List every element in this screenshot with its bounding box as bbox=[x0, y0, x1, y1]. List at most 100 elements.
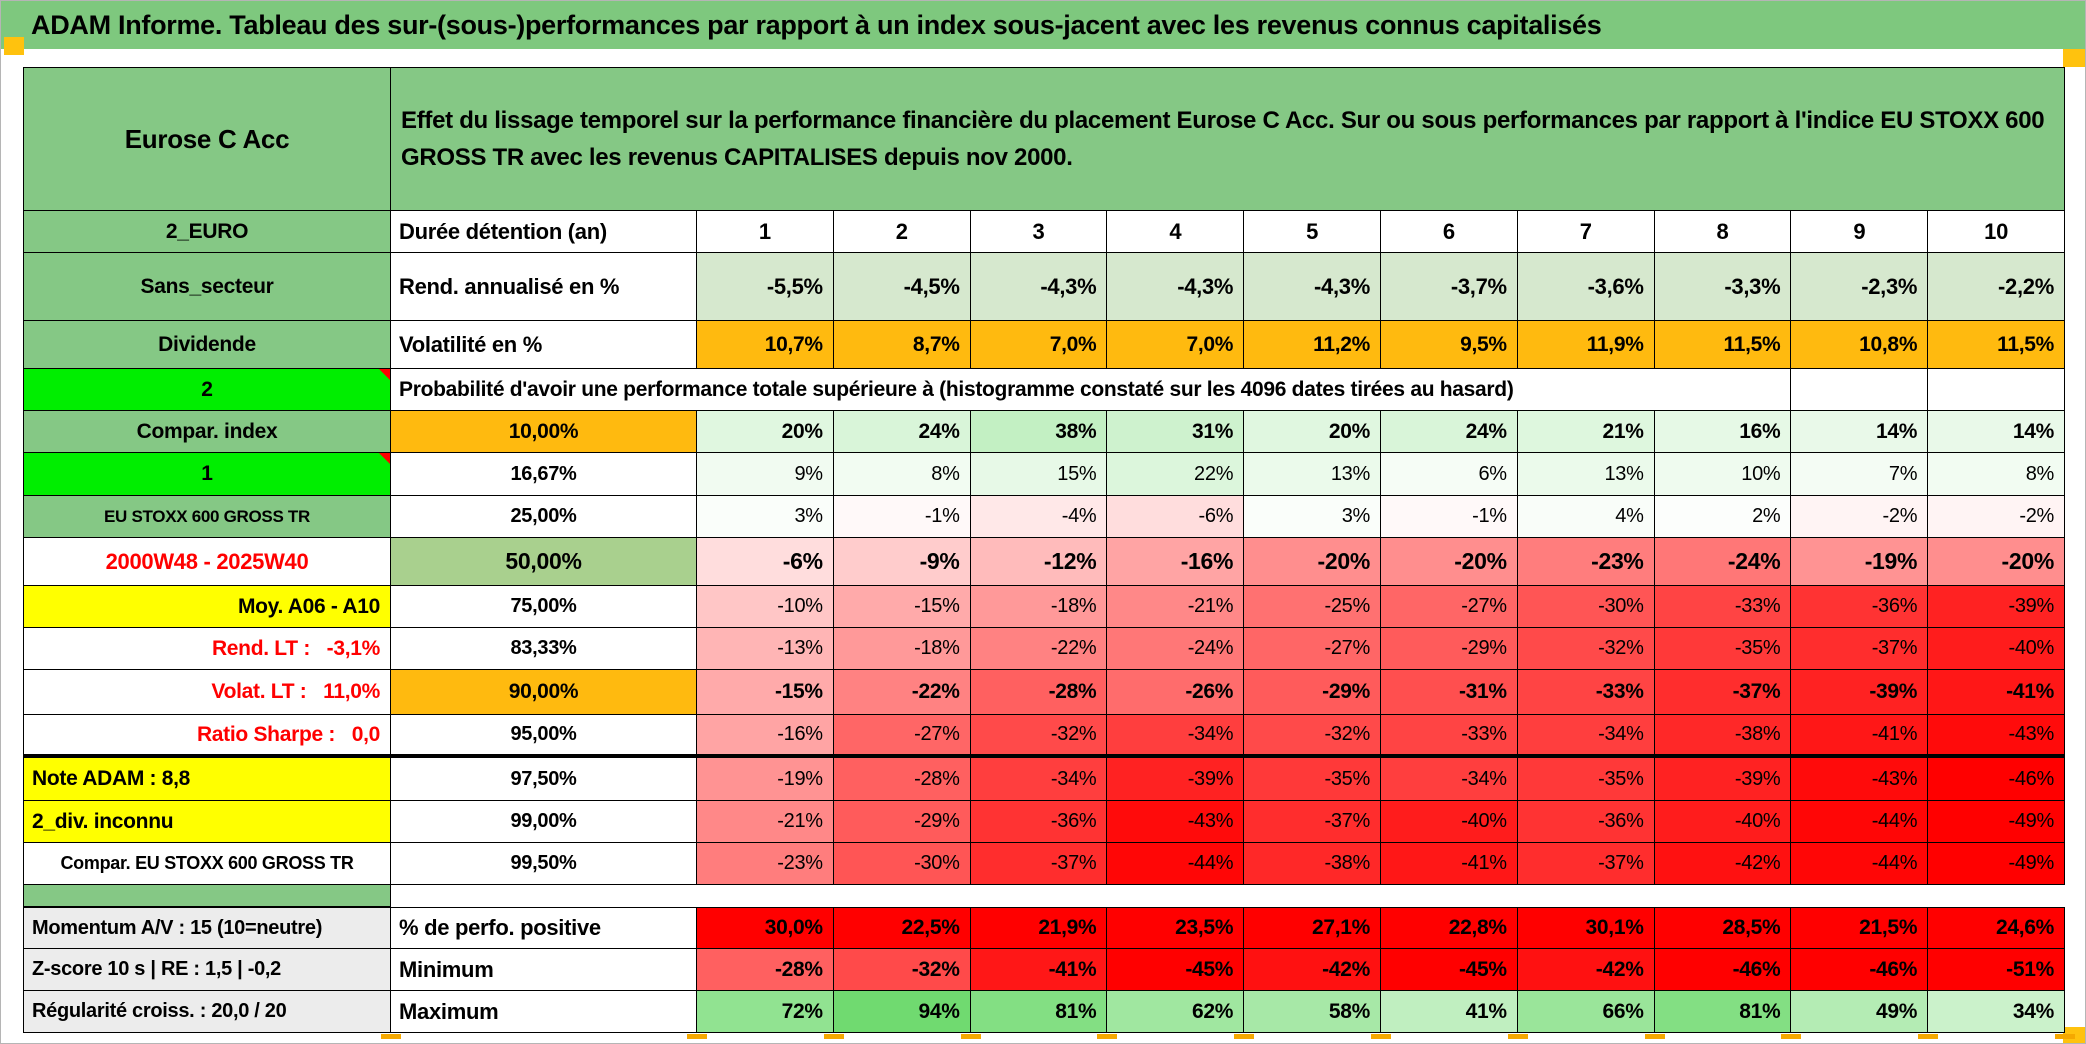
value-cell[interactable]: 22,5% bbox=[833, 907, 971, 949]
value-cell[interactable]: 22,8% bbox=[1381, 907, 1518, 949]
value-cell[interactable]: -27% bbox=[833, 715, 971, 758]
value-cell[interactable]: -4,5% bbox=[833, 253, 971, 321]
value-cell[interactable]: -28% bbox=[697, 949, 834, 991]
column-header-cell[interactable]: 9 bbox=[1791, 211, 1929, 253]
value-cell[interactable]: 9% bbox=[697, 453, 834, 496]
value-cell[interactable]: 10% bbox=[1654, 453, 1792, 496]
row-header-cell[interactable]: Durée détention (an) bbox=[391, 211, 697, 253]
value-cell[interactable]: -19% bbox=[1791, 538, 1929, 586]
row-label-cell[interactable]: Ratio Sharpe : 0,0 bbox=[23, 715, 391, 758]
value-cell[interactable]: -1% bbox=[1381, 496, 1518, 538]
value-cell[interactable]: -22% bbox=[833, 670, 971, 715]
value-cell[interactable]: -19% bbox=[697, 758, 834, 801]
value-cell[interactable]: -28% bbox=[970, 670, 1108, 715]
value-cell[interactable]: -5,5% bbox=[697, 253, 834, 321]
value-cell[interactable]: 20% bbox=[697, 411, 834, 453]
row-label-cell[interactable]: Dividende bbox=[23, 321, 391, 369]
column-header-cell[interactable]: 4 bbox=[1107, 211, 1245, 253]
row-label-cell[interactable]: Z-score 10 s | RE : 1,5 | -0,2 bbox=[23, 949, 391, 991]
value-cell[interactable]: -23% bbox=[1517, 538, 1655, 586]
value-cell[interactable]: -45% bbox=[1107, 949, 1245, 991]
value-cell[interactable]: -15% bbox=[833, 586, 971, 628]
row-label-cell[interactable]: Sans_secteur bbox=[23, 253, 391, 321]
value-cell[interactable]: -37% bbox=[1517, 843, 1655, 885]
value-cell[interactable]: -49% bbox=[1928, 801, 2065, 843]
value-cell[interactable]: -45% bbox=[1381, 949, 1518, 991]
value-cell[interactable]: -33% bbox=[1654, 586, 1792, 628]
value-cell[interactable]: -15% bbox=[697, 670, 834, 715]
row-header-cell[interactable]: Rend. annualisé en % bbox=[391, 253, 697, 321]
value-cell[interactable]: 24% bbox=[1381, 411, 1518, 453]
value-cell[interactable]: -29% bbox=[1381, 628, 1518, 670]
value-cell[interactable]: 3% bbox=[697, 496, 834, 538]
value-cell[interactable]: -20% bbox=[1928, 538, 2065, 586]
separator-cell[interactable] bbox=[23, 885, 391, 907]
value-cell[interactable]: 58% bbox=[1244, 991, 1381, 1033]
value-cell[interactable]: 13% bbox=[1517, 453, 1655, 496]
value-cell[interactable]: -34% bbox=[970, 758, 1108, 801]
value-cell[interactable]: -29% bbox=[833, 801, 971, 843]
value-cell[interactable]: 81% bbox=[1654, 991, 1792, 1033]
row-header-cell[interactable]: 16,67% bbox=[391, 453, 697, 496]
column-header-cell[interactable]: 3 bbox=[970, 211, 1108, 253]
row-label-cell[interactable]: Rend. LT : -3,1% bbox=[23, 628, 391, 670]
row-label-cell[interactable]: 1 bbox=[23, 453, 391, 496]
row-header-cell[interactable]: 75,00% bbox=[391, 586, 697, 628]
row-header-cell[interactable]: % de perfo. positive bbox=[391, 907, 697, 949]
value-cell[interactable]: 9,5% bbox=[1381, 321, 1518, 369]
value-cell[interactable]: -41% bbox=[1928, 670, 2065, 715]
row-label-cell[interactable]: 2000W48 - 2025W40 bbox=[23, 538, 391, 586]
value-cell[interactable]: -21% bbox=[697, 801, 834, 843]
value-cell[interactable]: -2,2% bbox=[1928, 253, 2065, 321]
value-cell[interactable]: -36% bbox=[970, 801, 1108, 843]
value-cell[interactable]: 30,1% bbox=[1517, 907, 1655, 949]
value-cell[interactable]: 10,8% bbox=[1791, 321, 1929, 369]
value-cell[interactable]: 24% bbox=[833, 411, 971, 453]
value-cell[interactable]: 4% bbox=[1517, 496, 1655, 538]
value-cell[interactable]: 20% bbox=[1244, 411, 1381, 453]
value-cell[interactable]: -39% bbox=[1107, 758, 1245, 801]
value-cell[interactable]: -16% bbox=[1107, 538, 1245, 586]
value-cell[interactable]: -38% bbox=[1654, 715, 1792, 758]
value-cell[interactable]: -36% bbox=[1791, 586, 1929, 628]
value-cell[interactable]: 13% bbox=[1244, 453, 1381, 496]
value-cell[interactable]: 11,9% bbox=[1517, 321, 1655, 369]
value-cell[interactable]: 72% bbox=[697, 991, 834, 1033]
column-header-cell[interactable]: 8 bbox=[1654, 211, 1792, 253]
value-cell[interactable]: -20% bbox=[1244, 538, 1381, 586]
row-header-cell[interactable]: 99,50% bbox=[391, 843, 697, 885]
value-cell[interactable]: -38% bbox=[1244, 843, 1381, 885]
value-cell[interactable]: -6% bbox=[1107, 496, 1245, 538]
value-cell[interactable]: -1% bbox=[833, 496, 971, 538]
row-label-cell[interactable]: Volat. LT : 11,0% bbox=[23, 670, 391, 715]
value-cell[interactable]: -31% bbox=[1381, 670, 1518, 715]
value-cell[interactable]: 10,7% bbox=[697, 321, 834, 369]
value-cell[interactable]: 23,5% bbox=[1107, 907, 1245, 949]
row-header-cell[interactable]: Maximum bbox=[391, 991, 697, 1033]
value-cell[interactable]: -16% bbox=[697, 715, 834, 758]
row-label-cell[interactable]: 2_div. inconnu bbox=[23, 801, 391, 843]
value-cell[interactable]: 14% bbox=[1928, 411, 2065, 453]
value-cell[interactable]: -40% bbox=[1928, 628, 2065, 670]
value-cell[interactable]: 15% bbox=[970, 453, 1108, 496]
value-cell[interactable]: -33% bbox=[1381, 715, 1518, 758]
value-cell[interactable]: -4,3% bbox=[1107, 253, 1245, 321]
value-cell[interactable]: 81% bbox=[970, 991, 1108, 1033]
value-cell[interactable]: -10% bbox=[697, 586, 834, 628]
value-cell[interactable]: -18% bbox=[833, 628, 971, 670]
value-cell[interactable]: -27% bbox=[1381, 586, 1518, 628]
value-cell[interactable]: 24,6% bbox=[1928, 907, 2065, 949]
value-cell[interactable]: -51% bbox=[1928, 949, 2065, 991]
row-label-cell[interactable]: Note ADAM : 8,8 bbox=[23, 758, 391, 801]
value-cell[interactable]: -40% bbox=[1381, 801, 1518, 843]
value-cell[interactable]: -35% bbox=[1517, 758, 1655, 801]
value-cell[interactable]: -43% bbox=[1791, 758, 1929, 801]
row-label-cell[interactable]: EU STOXX 600 GROSS TR bbox=[23, 496, 391, 538]
value-cell[interactable]: -36% bbox=[1517, 801, 1655, 843]
value-cell[interactable]: -34% bbox=[1107, 715, 1245, 758]
row-label-cell[interactable]: Régularité croiss. : 20,0 / 20 bbox=[23, 991, 391, 1033]
column-header-cell[interactable]: 2 bbox=[833, 211, 971, 253]
value-cell[interactable]: -9% bbox=[833, 538, 971, 586]
value-cell[interactable]: -39% bbox=[1654, 758, 1792, 801]
value-cell[interactable]: 21,5% bbox=[1791, 907, 1929, 949]
